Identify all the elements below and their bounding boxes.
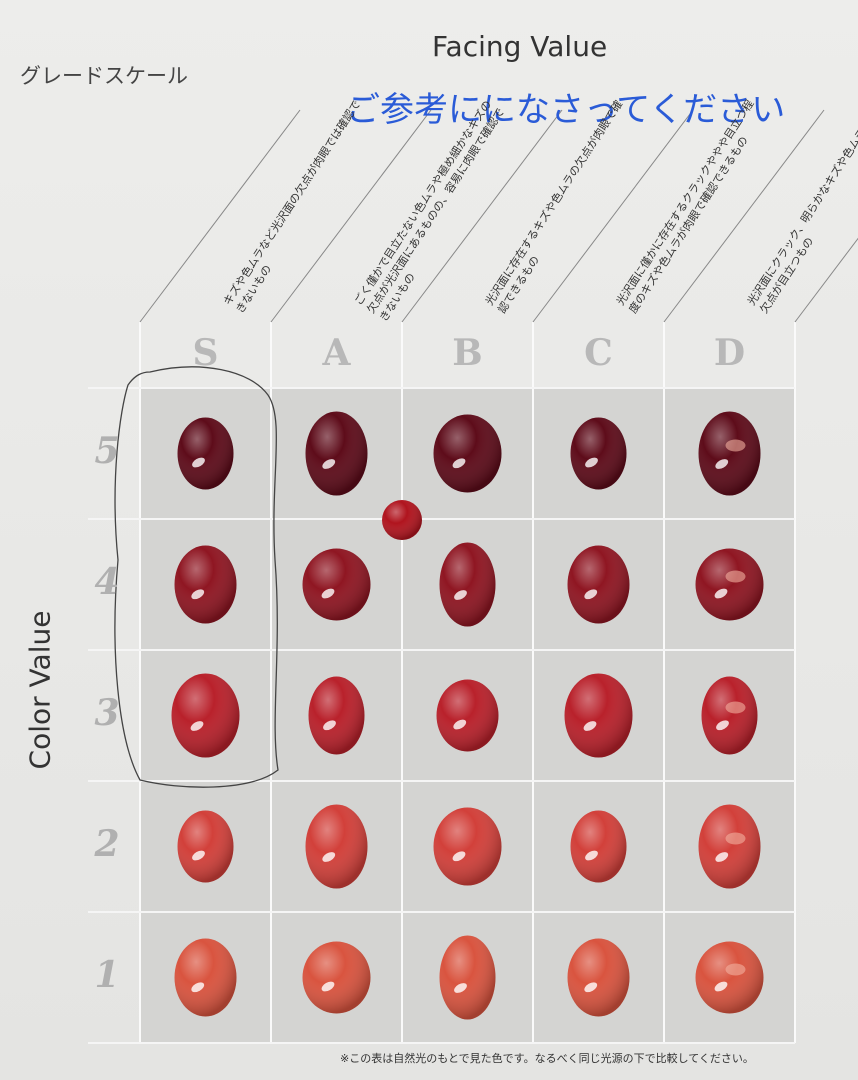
row-label: 5 — [94, 429, 120, 472]
grade-label: D — [713, 332, 746, 374]
highlight — [585, 850, 598, 861]
row-label: 1 — [94, 953, 120, 996]
coral-shine — [570, 417, 627, 490]
highlight — [321, 981, 335, 992]
coral-shine — [174, 545, 237, 624]
footer-note: ※この表は自然光のもとで見た色です。なるべく同じ光源の下で比較してください。 — [340, 1052, 754, 1065]
grade-label: B — [452, 332, 483, 374]
diagonal-line — [663, 109, 825, 323]
blemish — [725, 963, 746, 976]
highlight — [716, 720, 729, 731]
handwritten-note: ご参考にになさってください — [346, 90, 786, 130]
coral-shine — [433, 807, 502, 886]
highlight — [454, 590, 467, 600]
grade-label: A — [322, 332, 351, 374]
highlight — [191, 982, 205, 993]
diagonal-line — [401, 109, 563, 323]
coral-shine — [171, 673, 240, 758]
diagonal-line — [270, 109, 432, 323]
coral-shine — [567, 545, 630, 624]
blemish — [725, 832, 746, 845]
coral-shine — [177, 810, 234, 883]
highlight — [585, 457, 598, 468]
highlight — [190, 721, 204, 731]
coral-shine — [698, 411, 761, 496]
highlight — [584, 589, 598, 600]
coral-shine — [436, 679, 499, 752]
coral-shine — [698, 804, 761, 889]
coral-shine — [439, 542, 496, 627]
row-label: 3 — [94, 691, 120, 734]
diagonal-line — [532, 109, 694, 323]
highlight — [322, 459, 336, 469]
highlight — [453, 719, 467, 730]
row-label: 4 — [94, 560, 120, 603]
coral-shine — [302, 941, 371, 1014]
coral-shine — [695, 941, 764, 1014]
sample-shine — [382, 500, 422, 540]
blemish — [725, 570, 746, 583]
grade-label: C — [584, 332, 613, 374]
highlight — [715, 459, 729, 469]
coral-shine — [433, 414, 502, 493]
highlight — [192, 457, 205, 468]
coral-shine — [570, 810, 627, 883]
coral-shine — [305, 411, 368, 496]
highlight — [452, 851, 466, 862]
highlight — [714, 588, 728, 599]
coral-shine — [695, 548, 764, 621]
highlight — [583, 721, 597, 731]
highlight — [454, 983, 467, 993]
grade-label: S — [192, 332, 219, 374]
highlight — [192, 850, 205, 861]
coral-shine — [439, 935, 496, 1020]
coral-shine — [567, 938, 630, 1017]
highlight — [715, 852, 729, 862]
coral-shine — [302, 548, 371, 621]
highlight — [322, 852, 336, 862]
coral-shine — [701, 676, 758, 755]
highlight — [452, 458, 466, 469]
highlight — [191, 589, 205, 600]
coral-shine — [308, 676, 365, 755]
hand-drawn-outline — [114, 366, 279, 788]
highlight — [323, 720, 336, 731]
coral-shine — [177, 417, 234, 490]
highlight — [584, 982, 598, 993]
blemish — [725, 439, 746, 452]
diagonal-line — [139, 109, 301, 323]
coral-shine — [174, 938, 237, 1017]
coral-shine — [564, 673, 633, 758]
title: グレードスケール — [20, 64, 188, 88]
highlight — [714, 981, 728, 992]
blemish — [725, 701, 746, 714]
facing-value-label: Facing Value — [432, 30, 608, 63]
diagonal-line — [794, 237, 858, 323]
color-value-label: Color Value — [23, 610, 57, 770]
row-label: 2 — [94, 822, 120, 865]
highlight — [321, 588, 335, 599]
coral-shine — [305, 804, 368, 889]
